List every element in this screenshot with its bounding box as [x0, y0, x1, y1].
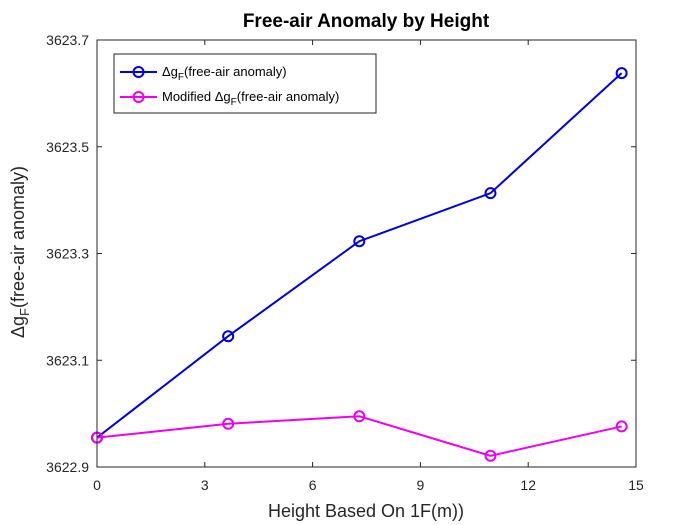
y-tick-label: 3623.7 — [46, 32, 89, 48]
y-tick-label: 3622.9 — [46, 459, 89, 475]
chart-title: Free-air Anomaly by Height — [243, 11, 490, 32]
data-point-modified — [484, 449, 497, 462]
legend-entry-free-air-suffix: (free-air anomaly) — [184, 64, 287, 79]
x-tick-label: 12 — [520, 477, 536, 493]
x-tick-label: 9 — [417, 477, 425, 493]
legend-entry-modified-subscript: F — [231, 97, 237, 108]
legend-marker-free-air — [132, 66, 145, 78]
legend-entry-free-air: ΔgF(free-air anomaly) — [162, 64, 287, 83]
legend-entry-modified: Modified ΔgF(free-air anomaly) — [162, 89, 339, 108]
legend-entry-free-air-main: Δg — [162, 64, 178, 79]
legend-box — [113, 53, 377, 114]
x-tick-label: 6 — [309, 477, 317, 493]
legend: ΔgF(free-air anomaly) Modified ΔgF(free-… — [113, 53, 377, 114]
data-point-modified — [615, 420, 628, 433]
y-tick-label: 3623.1 — [46, 352, 89, 368]
x-tick-label: 15 — [628, 477, 644, 493]
y-axis-label-suffix: (free-air anomaly) — [8, 166, 28, 308]
legend-entry-free-air-subscript: F — [178, 72, 184, 83]
data-point-free-air — [353, 235, 366, 248]
x-tick-label: 3 — [201, 477, 209, 493]
axes-frame — [96, 39, 637, 468]
legend-entry-modified-main: Modified Δg — [162, 89, 231, 104]
data-point-modified — [222, 417, 235, 430]
data-point-free-air — [615, 67, 628, 80]
y-axis-label-subscript: F — [17, 308, 32, 316]
data-point-modified — [353, 410, 366, 423]
data-point-free-air — [222, 330, 235, 343]
x-tick-label: 0 — [93, 477, 101, 493]
series-line-free-air — [96, 72, 623, 439]
x-axis-label: Height Based On 1F(m)) — [268, 501, 464, 521]
series-line-modified — [96, 415, 622, 457]
legend-marker-modified — [132, 91, 145, 103]
legend-entry-modified-suffix: (free-air anomaly) — [237, 89, 340, 104]
y-axis-label: ΔgF(free-air anomaly) — [8, 166, 32, 338]
y-tick-label: 3623.3 — [46, 246, 89, 262]
y-tick-label: 3623.5 — [46, 139, 89, 155]
data-point-free-air — [484, 187, 497, 200]
series-layer — [91, 67, 628, 462]
y-axis-label-main: Δg — [8, 316, 28, 338]
